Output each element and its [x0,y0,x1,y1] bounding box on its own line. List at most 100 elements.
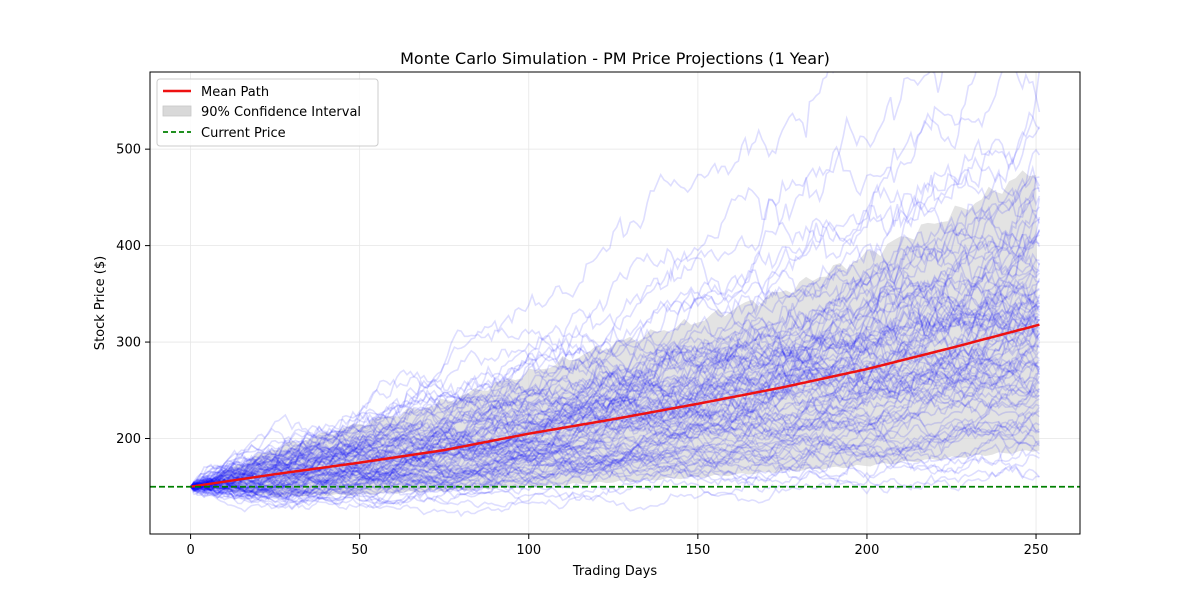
simulated-path [190,72,1040,494]
simulated-path [190,361,1040,497]
simulated-path [189,253,1041,488]
legend-band-label: 90% Confidence Interval [201,105,361,120]
x-tick-label: 100 [516,543,541,558]
simulated-path [190,331,1041,489]
simulated-path [190,328,1041,490]
y-tick-label: 200 [116,432,141,447]
simulated-path [189,399,1040,493]
simulated-path [190,252,1040,492]
simulated-path [189,326,1041,501]
x-axis-label: Trading Days [572,564,657,579]
simulated-path [190,342,1040,492]
simulated-path [189,216,1041,494]
simulated-path [190,425,1040,502]
simulated-path [189,296,1040,492]
simulated-path [190,417,1040,505]
simulated-path [190,356,1040,491]
simulated-path [190,366,1040,507]
y-tick-label: 300 [116,336,141,351]
simulated-path [190,218,1040,488]
simulated-path [190,412,1040,493]
simulated-path [190,72,977,493]
simulated-path [189,406,1041,496]
simulated-path [190,72,944,489]
simulated-path [190,111,1041,490]
simulated-path [189,229,1041,493]
legend-mean-label: Mean Path [201,85,269,100]
simulated-path [189,240,1040,488]
y-tick-label: 400 [116,239,141,254]
simulated-path [190,72,835,493]
simulated-path [190,352,1041,495]
simulated-path [190,261,1040,488]
simulated-path [190,319,1040,501]
simulated-path [190,274,1040,491]
simulated-path [190,262,1041,491]
simulated-path [190,418,1040,490]
simulated-path [190,126,1041,494]
simulated-path [190,326,1041,496]
legend-box [156,78,379,147]
simulated-path [189,372,1040,492]
simulated-path [190,213,1041,489]
y-axis-label: Stock Price ($) [93,256,108,350]
simulated-path [189,148,1041,493]
simulated-path [190,406,1041,507]
simulated-path [190,294,1041,496]
simulated-path [190,367,1041,494]
simulated-path [190,280,1041,505]
simulated-path [190,282,1040,499]
simulated-path [190,229,1041,500]
simulated-path [190,303,1041,505]
simulated-path [190,436,1041,513]
x-tick-label: 250 [1024,543,1049,558]
simulated-path [190,301,1040,491]
simulated-path [190,348,1040,496]
mean-path-layer [190,323,1040,488]
simulated-path [190,251,1040,488]
simulated-path [190,162,1041,491]
simulated-path [190,206,1041,488]
simulated-path [190,348,1040,488]
simulated-path [189,304,1040,488]
simulated-path [189,360,1041,498]
simulated-path [189,375,1041,493]
simulated-path [190,176,1040,488]
axis-ticks: 0 50 100 150 200 250 200 300 400 500 [116,143,1048,558]
simulated-path [190,304,1040,489]
simulated-path [190,318,1041,497]
simulated-path [190,264,1040,488]
simulated-path [190,197,1041,488]
simulated-path [190,441,1040,502]
simulated-path [190,416,1040,505]
simulated-path [190,287,1041,488]
simulated-path [190,298,1041,491]
simulated-path [190,187,1040,490]
simulated-path [190,304,1040,496]
simulated-path [190,164,1041,493]
x-tick-label: 50 [351,543,368,558]
simulated-path [190,278,1041,490]
simulated-path [190,410,1040,504]
legend-current-label: Current Price [201,126,286,141]
simulated-path [190,318,1041,488]
simulated-path [190,338,1040,488]
legend: Mean Path 90% Confidence Interval Curren… [156,78,379,147]
simulated-path [190,329,1041,493]
simulated-path [190,72,1041,496]
simulated-path [190,255,1040,488]
simulated-path [190,279,1041,489]
simulated-path [190,272,1041,488]
simulated-path [189,279,1041,495]
confidence-band-layer [190,170,1040,497]
simulated-path [190,316,1041,504]
simulated-path [189,278,1041,500]
simulated-path [190,387,1040,508]
simulated-path [190,348,1041,510]
simulated-path [190,465,1040,512]
simulated-path [190,353,1040,499]
chart-title: Monte Carlo Simulation - PM Price Projec… [400,49,830,68]
simulated-path [190,318,1040,499]
